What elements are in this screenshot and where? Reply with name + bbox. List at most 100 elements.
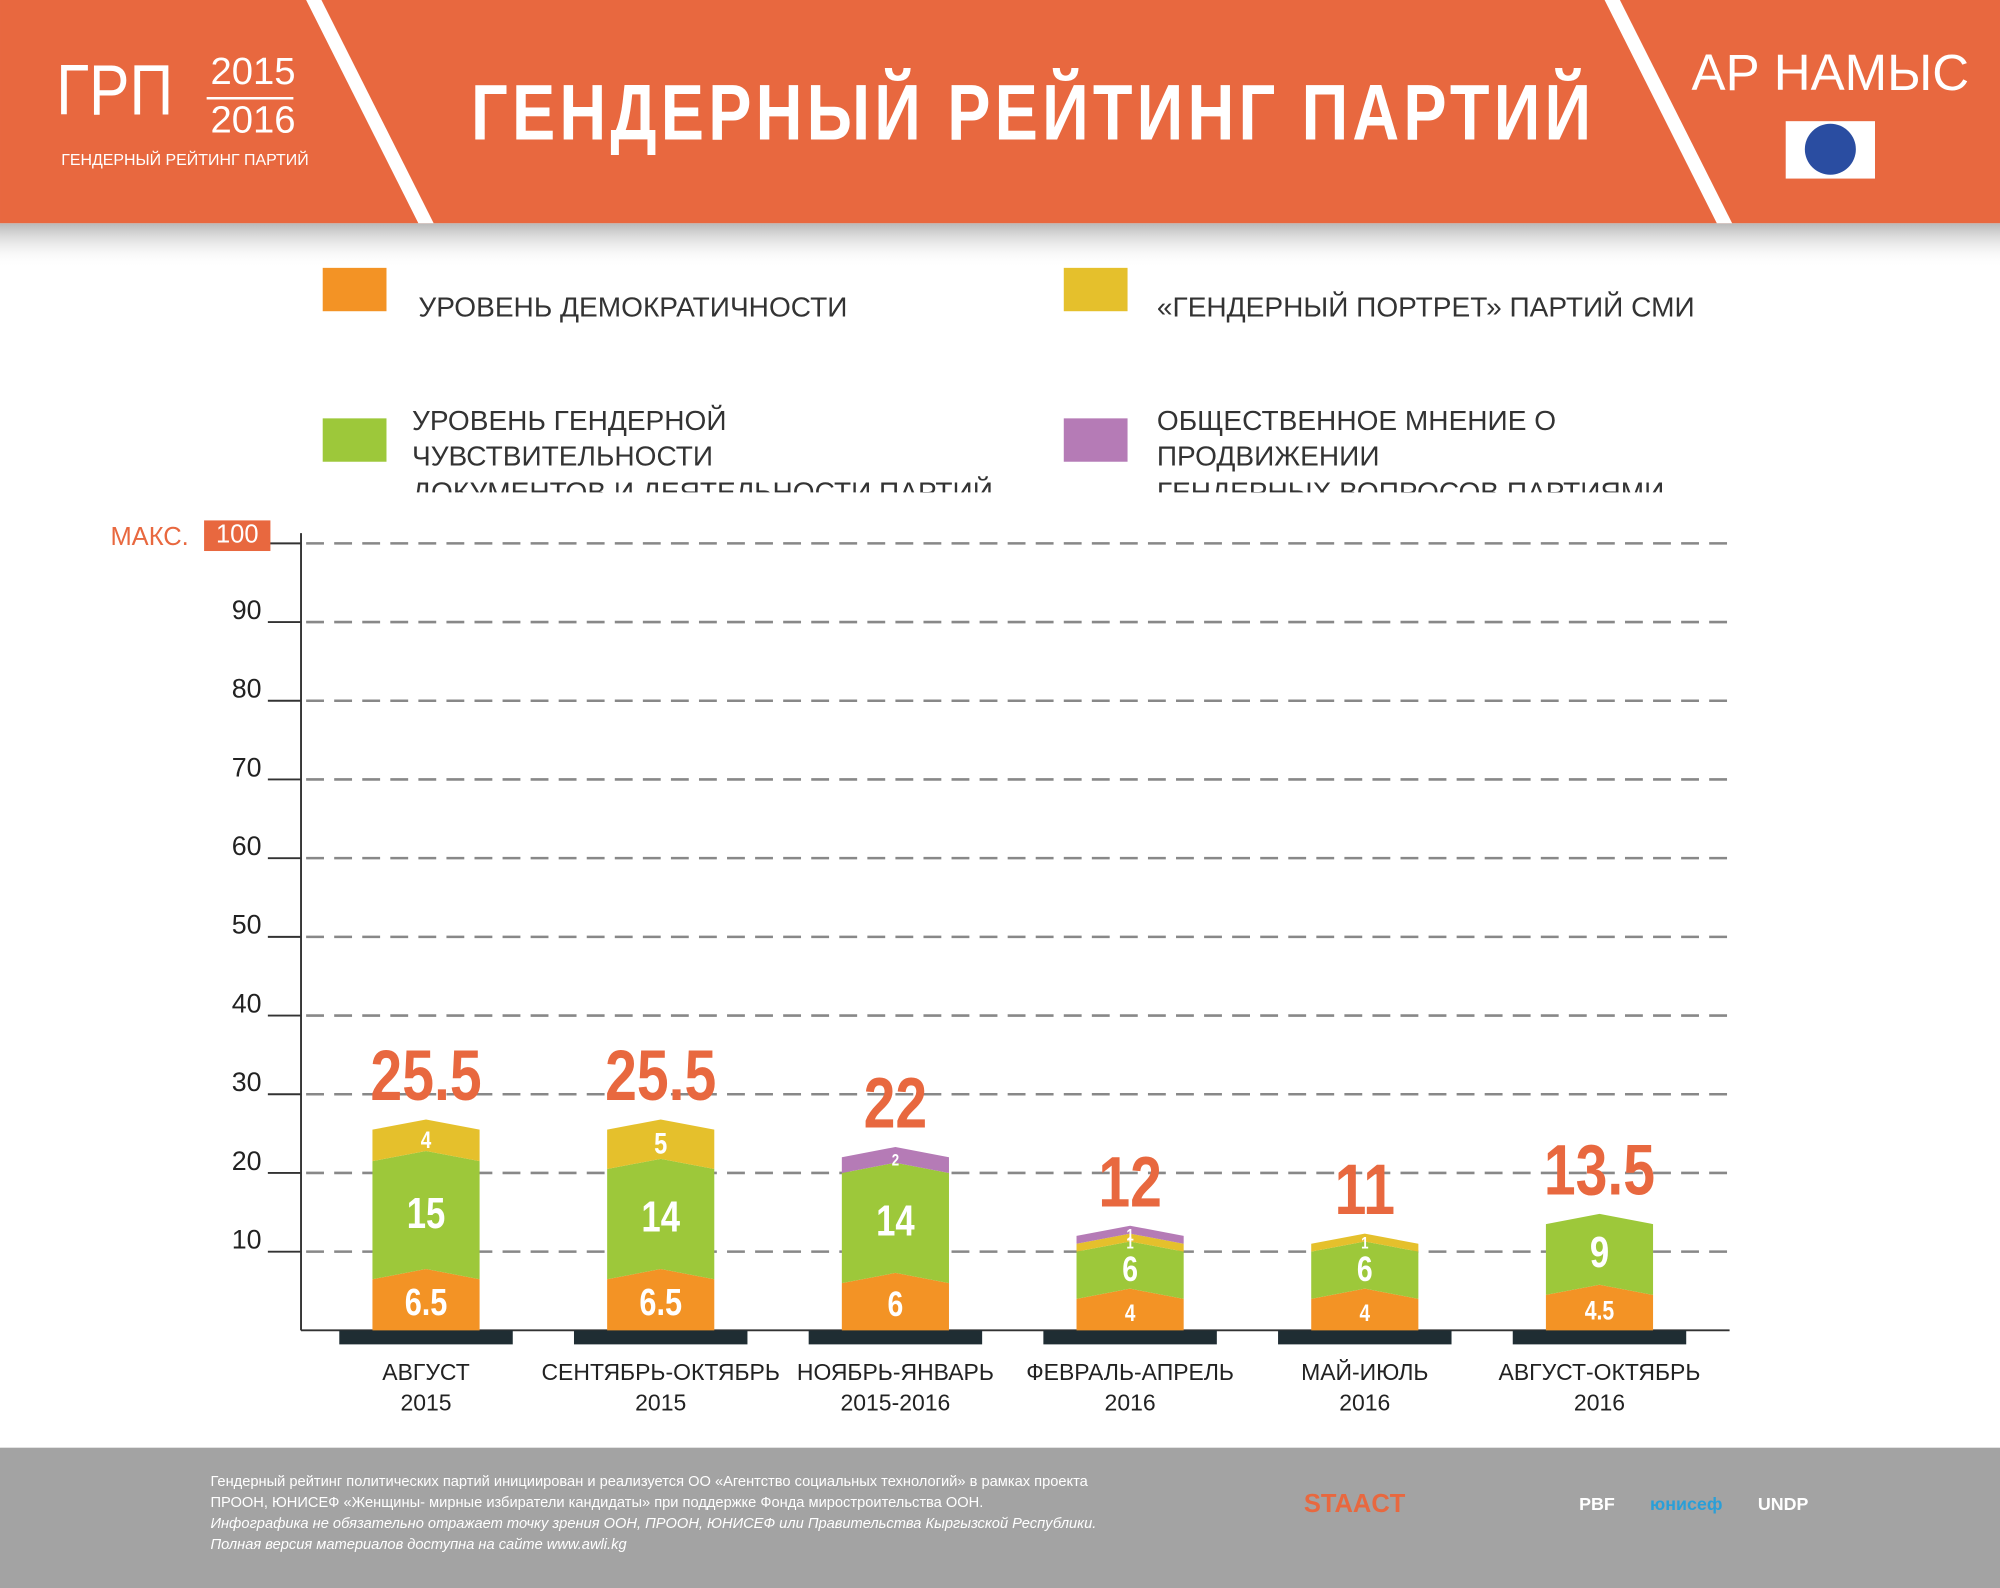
- x-tick-label-box: СЕНТЯБРЬ-ОКТЯБРЬ 2015: [541, 1359, 780, 1416]
- legend-label: УРОВЕНЬ ДЕМОКРАТИЧНОСТИ: [418, 290, 848, 323]
- y-tick-label: 80: [232, 674, 262, 704]
- footer-logo: UNDP: [1758, 1494, 1809, 1514]
- y-tick-label: 40: [232, 988, 262, 1018]
- bar-segment: [1311, 1241, 1419, 1299]
- total-label: 11: [1335, 1149, 1395, 1230]
- total-label: 25.5: [370, 1035, 481, 1116]
- y-tick-label: 90: [232, 595, 262, 625]
- stripe: [306, 0, 434, 224]
- x-tick-label: СЕНТЯБРЬ-ОКТЯБРЬ 2015: [541, 1359, 780, 1416]
- x-tick-label: МАЙ-ИЮЛЬ 2016: [1301, 1359, 1429, 1416]
- total-label: 12: [1098, 1141, 1162, 1222]
- footer-text: Гендерный рейтинг политических партий ин…: [210, 1474, 1088, 1490]
- bar-segment: [1311, 1233, 1419, 1252]
- value-label: 1: [1361, 1234, 1368, 1253]
- x-tick-label-box: АВГУСТ-ОКТЯБРЬ 2016: [1498, 1359, 1701, 1416]
- value-label: 4.5: [1585, 1296, 1615, 1326]
- bar-segment: [1076, 1288, 1184, 1331]
- legend-label: «ГЕНДЕРНЫЙ ПОРТРЕТ» ПАРТИЙ СМИ: [1156, 290, 1695, 323]
- bar-segment: [1545, 1213, 1654, 1295]
- footer-logo: PBF: [1579, 1494, 1615, 1514]
- total-label: 25.5: [605, 1035, 716, 1116]
- value-label: 1: [1126, 1226, 1133, 1245]
- y-tick-label: 100: [216, 520, 259, 548]
- y-tick-label: 20: [232, 1146, 262, 1176]
- value-label: 4: [1360, 1300, 1371, 1327]
- x-tick-label-box: НОЯБРЬ-ЯНВАРЬ 2015-2016: [796, 1359, 994, 1416]
- value-label: 6: [888, 1284, 904, 1324]
- bar-base: [1043, 1330, 1217, 1345]
- y-tick-label: 30: [232, 1067, 262, 1097]
- value-label: 4: [1125, 1300, 1136, 1327]
- bar-segment: [1311, 1288, 1419, 1331]
- bar-segment: [1076, 1233, 1184, 1252]
- legend-label-box: УРОВЕНЬ ГЕНДЕРНОЙ ЧУВСТВИТЕЛЬНОСТИ ДОКУМ…: [411, 404, 993, 493]
- value-label: 4: [421, 1127, 432, 1154]
- legend-swatch: [322, 418, 387, 462]
- x-tick-label: НОЯБРЬ-ЯНВАРЬ 2015-2016: [796, 1359, 994, 1416]
- value-label: 6: [1357, 1249, 1373, 1289]
- bar-segment: [1076, 1225, 1184, 1244]
- footer-text: Полная версия материалов доступна на сай…: [210, 1537, 627, 1553]
- value-label: 2: [892, 1151, 899, 1170]
- y-tick-label: 70: [232, 752, 262, 782]
- x-tick-label-box: АВГУСТ 2015: [382, 1359, 470, 1416]
- bar-segment: [841, 1147, 949, 1173]
- stripe: [1604, 0, 1733, 224]
- bar-segment: [841, 1162, 949, 1284]
- bar-segment: [372, 1268, 480, 1331]
- chart-title: ГЕНДЕРНЫЙ РЕЙТИНГ ПАРТИЙ: [471, 67, 1595, 157]
- x-tick-label: АВГУСТ 2015: [382, 1359, 470, 1416]
- max-label: МАКС.: [110, 523, 188, 551]
- bar-segment: [841, 1272, 949, 1331]
- bar-base: [573, 1330, 748, 1345]
- value-label: 15: [407, 1189, 446, 1238]
- logo-subtitle: ГЕНДЕРНЫЙ РЕЙТИНГ ПАРТИЙ: [61, 150, 308, 169]
- y-tick-label: 60: [232, 831, 262, 861]
- legend-label-box: ОБЩЕСТВЕННОЕ МНЕНИЕ О ПРОДВИЖЕНИИ ГЕНДЕР…: [1156, 404, 1665, 493]
- bar-segment: [607, 1158, 715, 1280]
- legend-swatch: [322, 267, 387, 312]
- bar-base: [339, 1330, 513, 1345]
- value-label: 6: [1122, 1249, 1138, 1289]
- bar-base: [808, 1330, 983, 1345]
- x-tick-label-box: МАЙ-ИЮЛЬ 2016: [1301, 1359, 1429, 1416]
- footer-logo: STAACT: [1304, 1490, 1406, 1518]
- legend-label-box: «ГЕНДЕРНЫЙ ПОРТРЕТ» ПАРТИЙ СМИ: [1156, 290, 1695, 323]
- bar-base: [1278, 1330, 1452, 1345]
- logo-year: 2015: [210, 50, 295, 93]
- bar-segment: [607, 1268, 715, 1331]
- legend-label-box: УРОВЕНЬ ДЕМОКРАТИЧНОСТИ: [418, 290, 848, 323]
- bar-base: [1512, 1330, 1687, 1345]
- total-label: 22: [864, 1062, 928, 1143]
- total-label: 13.5: [1544, 1129, 1655, 1210]
- legend-label: ОБЩЕСТВЕННОЕ МНЕНИЕ О ПРОДВИЖЕНИИ ГЕНДЕР…: [1156, 404, 1665, 493]
- y-tick-label: 50: [232, 910, 262, 940]
- value-label: 14: [641, 1193, 680, 1242]
- bar-segment: [1076, 1241, 1184, 1299]
- bar-segment: [372, 1150, 480, 1280]
- y-tick-label: 10: [232, 1225, 262, 1255]
- legend-swatch: [1063, 267, 1128, 312]
- x-tick-label: АВГУСТ-ОКТЯБРЬ 2016: [1498, 1359, 1701, 1416]
- value-label: 5: [654, 1127, 667, 1160]
- value-label: 9: [1590, 1228, 1609, 1277]
- value-label: 1: [1126, 1234, 1133, 1253]
- bar-segment: [607, 1119, 715, 1170]
- bar-segment: [1545, 1284, 1654, 1331]
- footer-text: ПРООН, ЮНИСЕФ «Женщины- мирные избирател…: [210, 1495, 983, 1511]
- footer: [0, 1447, 2000, 1588]
- header-shadow: [0, 223, 2000, 268]
- bar-segment: [372, 1119, 480, 1162]
- footer-text: Инфографика не обязательно отражает точк…: [210, 1516, 1096, 1532]
- logo-year: 2016: [210, 99, 295, 142]
- legend-label: УРОВЕНЬ ГЕНДЕРНОЙ ЧУВСТВИТЕЛЬНОСТИ ДОКУМ…: [411, 404, 993, 493]
- org-logo: [1804, 123, 1856, 175]
- x-tick-label-box: ФЕВРАЛЬ-АПРЕЛЬ 2016: [1026, 1360, 1234, 1416]
- max-box: [204, 520, 271, 552]
- org-name: АР НАМЫС: [1692, 44, 1970, 101]
- value-label: 6.5: [639, 1282, 682, 1324]
- footer-logo: юнисеф: [1650, 1494, 1722, 1514]
- legend-swatch: [1063, 418, 1128, 462]
